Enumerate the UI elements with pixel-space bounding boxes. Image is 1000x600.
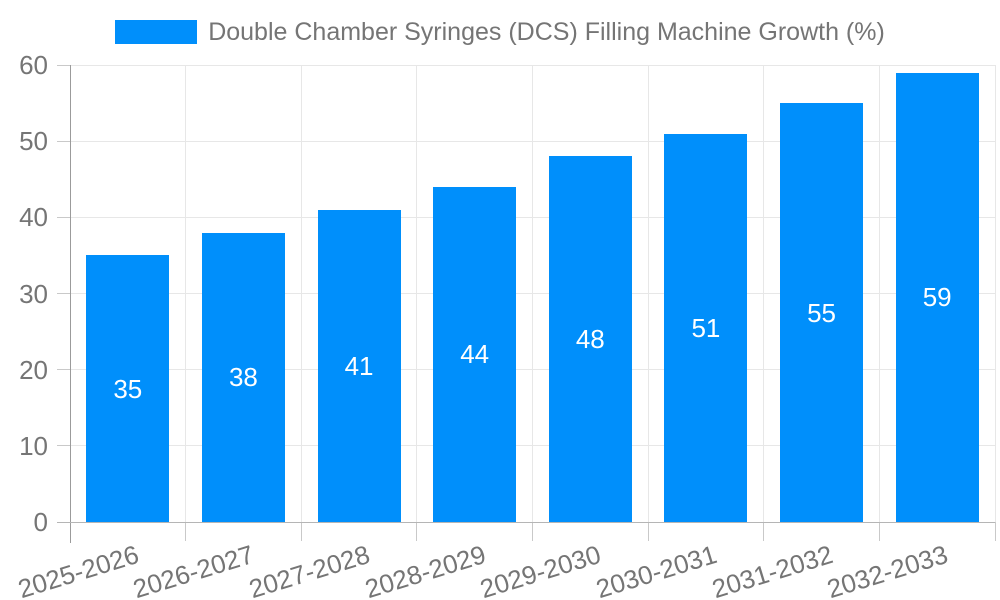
- y-axis-line: [69, 65, 71, 543]
- x-gridline: [763, 65, 765, 522]
- bar-2027-2028[interactable]: [317, 209, 401, 522]
- bar-value-label: 51: [691, 312, 721, 343]
- y-axis-tick: [57, 369, 70, 371]
- x-gridline: [416, 65, 418, 522]
- x-axis-tick: [647, 522, 649, 541]
- x-axis-tick: [763, 522, 765, 541]
- x-axis-tick: [416, 522, 418, 541]
- x-axis-tick: [878, 522, 880, 541]
- y-axis-tick-label: 10: [19, 430, 48, 461]
- x-gridline: [185, 65, 187, 522]
- legend[interactable]: Double Chamber Syringes (DCS) Filling Ma…: [0, 17, 1000, 47]
- bar-value-label: 38: [228, 362, 258, 393]
- bar-2031-2032[interactable]: [780, 103, 864, 522]
- x-axis-tick: [532, 522, 533, 541]
- bar-value-label: 41: [344, 350, 374, 381]
- y-axis-tick: [57, 293, 70, 294]
- bar-2026-2027[interactable]: [201, 232, 285, 522]
- y-axis-tick-label: 50: [19, 126, 48, 157]
- x-axis-tick: [185, 522, 187, 541]
- bar-2028-2029[interactable]: [433, 186, 517, 522]
- y-axis-tick-label: 40: [19, 202, 48, 233]
- bar-value-label: 55: [807, 297, 837, 328]
- bar-2025-2026[interactable]: [86, 255, 170, 522]
- x-gridline: [647, 65, 649, 522]
- bar-value-label: 44: [460, 339, 490, 370]
- x-axis-tick: [994, 522, 996, 541]
- bar-2032-2033[interactable]: [895, 72, 979, 522]
- y-axis-tick: [57, 140, 70, 142]
- x-gridline: [994, 65, 996, 522]
- y-axis-tick-label: 60: [19, 50, 48, 80]
- bar-value-label: 35: [113, 373, 143, 404]
- x-axis-tick: [300, 522, 302, 541]
- y-axis-tick-label: 20: [19, 354, 48, 385]
- y-axis-tick: [57, 64, 70, 66]
- legend-swatch: [115, 20, 198, 44]
- x-axis-line: [57, 521, 995, 523]
- bar-value-label: 48: [575, 324, 605, 355]
- x-gridline: [300, 65, 302, 522]
- y-axis-tick-label: 30: [19, 278, 48, 309]
- y-axis-tick: [57, 216, 70, 218]
- y-axis-tick: [57, 445, 70, 447]
- x-gridline: [878, 65, 880, 522]
- bar-2030-2031[interactable]: [664, 133, 748, 522]
- legend-label: Double Chamber Syringes (DCS) Filling Ma…: [208, 18, 885, 46]
- x-gridline: [532, 65, 533, 522]
- bar-value-label: 59: [922, 282, 952, 313]
- bar-2029-2030[interactable]: [548, 156, 632, 522]
- y-axis-tick-label: 0: [33, 507, 48, 537]
